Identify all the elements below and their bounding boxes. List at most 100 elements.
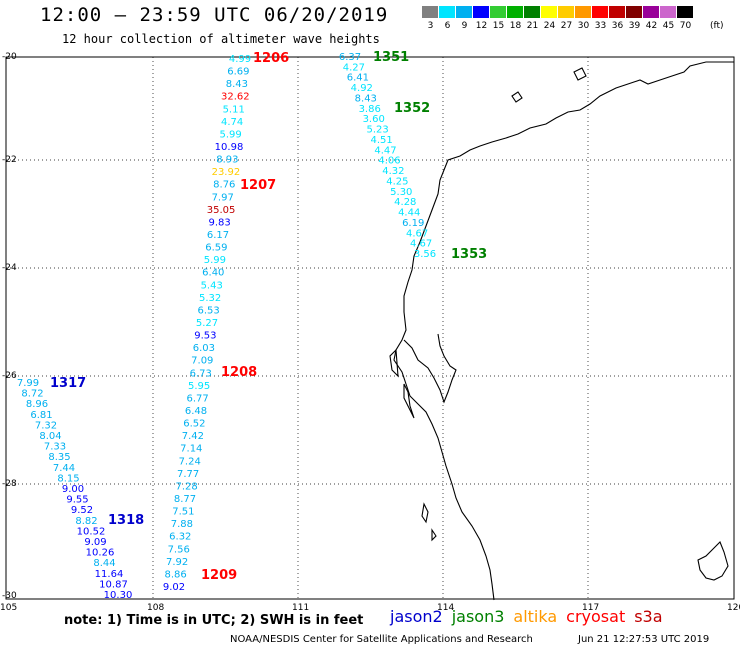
longitude-label: 108 bbox=[147, 603, 164, 613]
island-4 bbox=[431, 528, 437, 542]
wave-height-value: 32.62 bbox=[221, 92, 250, 103]
legend-label: 3 bbox=[427, 21, 434, 31]
legend-label: 12 bbox=[475, 21, 488, 31]
wave-height-value: 6.73 bbox=[190, 368, 212, 379]
legend-swatch bbox=[609, 6, 626, 18]
wave-height-value: 9.83 bbox=[208, 217, 230, 228]
longitude-label: 114 bbox=[437, 603, 454, 613]
wave-height-value: 10.52 bbox=[77, 526, 106, 537]
wave-height-value: 6.48 bbox=[185, 406, 207, 417]
wave-height-value: 3.56 bbox=[414, 249, 436, 260]
pass-time-label: 1208 bbox=[221, 365, 257, 380]
legend-label: 30 bbox=[577, 21, 590, 31]
wave-height-value: 7.09 bbox=[191, 356, 213, 367]
wave-height-value: 6.59 bbox=[205, 243, 227, 254]
legend-swatch bbox=[524, 6, 541, 18]
legend-label: 18 bbox=[509, 21, 522, 31]
wave-height-value: 6.81 bbox=[30, 410, 52, 421]
wave-height-value: 8.77 bbox=[174, 494, 196, 505]
legend-label: 33 bbox=[594, 21, 607, 31]
credit-line: NOAA/NESDIS Center for Satellite Applica… bbox=[230, 634, 533, 645]
longitude-label: 120 bbox=[727, 603, 740, 613]
pass-time-labels: 1206 1207 1208 1209 1351 1352 1353 1317 1318 bbox=[50, 50, 487, 583]
legend-label: 21 bbox=[526, 21, 539, 31]
wave-height-value: 8.76 bbox=[213, 180, 235, 191]
wave-height-value: 7.77 bbox=[177, 469, 199, 480]
wave-height-value: 5.30 bbox=[390, 187, 412, 198]
longitude-label: 111 bbox=[292, 603, 309, 613]
wave-height-value: 6.03 bbox=[193, 343, 215, 354]
wave-height-value: 9.55 bbox=[66, 495, 88, 506]
wave-height-value: 4.28 bbox=[394, 197, 416, 208]
wave-height-value: 6.77 bbox=[186, 393, 208, 404]
legend-label: 27 bbox=[560, 21, 573, 31]
wave-height-value: 4.44 bbox=[398, 208, 420, 219]
legend-label: 15 bbox=[492, 21, 505, 31]
color-scale-legend bbox=[422, 6, 694, 18]
wave-height-value: 7.99 bbox=[17, 378, 39, 389]
island-2 bbox=[573, 67, 587, 81]
legend-swatch bbox=[473, 6, 490, 18]
wave-height-value: 7.33 bbox=[44, 442, 66, 453]
pass-time-label: 1351 bbox=[373, 50, 409, 65]
wave-height-value: 5.32 bbox=[199, 293, 221, 304]
wave-height-value: 5.11 bbox=[223, 104, 245, 115]
satellite-legend-item: s3a bbox=[634, 607, 663, 626]
wave-height-value: 6.69 bbox=[227, 67, 249, 78]
wave-height-value: 4.67 bbox=[410, 239, 432, 250]
wave-height-value: 10.30 bbox=[104, 590, 133, 601]
wave-height-value: 8.35 bbox=[48, 452, 70, 463]
wave-height-value: 5.99 bbox=[219, 129, 241, 140]
map-frame bbox=[5, 56, 735, 600]
wave-height-value: 4.99 bbox=[229, 54, 251, 65]
legend-swatch bbox=[439, 6, 456, 18]
wave-height-value: 10.87 bbox=[99, 579, 128, 590]
wave-height-value: 6.37 bbox=[339, 52, 361, 63]
wave-height-value: 8.72 bbox=[21, 389, 43, 400]
wave-height-value: 6.32 bbox=[169, 532, 191, 543]
pass-time-label: 1207 bbox=[240, 178, 276, 193]
map-subtitle: 12 hour collection of altimeter wave hei… bbox=[62, 32, 380, 46]
wave-height-value: 8.15 bbox=[57, 473, 79, 484]
wave-height-value: 5.43 bbox=[201, 280, 223, 291]
island-1 bbox=[511, 91, 523, 103]
grid-lines bbox=[6, 57, 734, 599]
legend-label: 45 bbox=[662, 21, 675, 31]
dirk-hartog-island bbox=[403, 383, 415, 419]
axis-labels: -20 -22 -24 -26 -28 -30 105 108 111 114 117 120 bbox=[0, 52, 740, 613]
legend-swatch bbox=[660, 6, 677, 18]
wave-height-value: 6.53 bbox=[197, 305, 219, 316]
satellite-legend-item: jason2 bbox=[390, 607, 443, 626]
wave-height-value: 8.43 bbox=[355, 94, 377, 105]
latitude-label: -30 bbox=[2, 591, 17, 601]
wave-height-value: 7.88 bbox=[171, 519, 193, 530]
wave-height-value: 8.86 bbox=[164, 569, 186, 580]
legend-label: 9 bbox=[461, 21, 468, 31]
pass-time-label: 1317 bbox=[50, 376, 86, 391]
latitude-label: -22 bbox=[2, 155, 17, 165]
legend-label: 36 bbox=[611, 21, 624, 31]
shark-bay-inlet bbox=[403, 333, 457, 404]
legend-swatch bbox=[507, 6, 524, 18]
legend-swatch bbox=[541, 6, 558, 18]
wave-height-value: 8.93 bbox=[216, 155, 238, 166]
wave-height-value: 6.52 bbox=[183, 419, 205, 430]
legend-label: 6 bbox=[444, 21, 451, 31]
generated-timestamp: Jun 21 12:27:53 UTC 2019 bbox=[578, 634, 710, 645]
wave-height-value: 23.92 bbox=[212, 167, 241, 178]
legend-swatch bbox=[626, 6, 643, 18]
wave-height-value: 6.41 bbox=[347, 73, 369, 84]
wave-height-value: 4.67 bbox=[406, 228, 428, 239]
wave-height-value: 4.92 bbox=[351, 83, 373, 94]
wave-height-value: 8.04 bbox=[39, 431, 61, 442]
wave-height-value: 8.43 bbox=[226, 79, 248, 90]
wave-height-value: 35.05 bbox=[207, 205, 236, 216]
latitude-label: -28 bbox=[2, 479, 17, 489]
wave-height-value: 6.19 bbox=[402, 218, 424, 229]
wave-height-value: 5.99 bbox=[204, 255, 226, 266]
wave-height-value: 4.32 bbox=[382, 166, 404, 177]
wave-height-value: 8.82 bbox=[75, 516, 97, 527]
wave-height-value: 8.96 bbox=[26, 399, 48, 410]
wave-height-value: 5.27 bbox=[196, 318, 218, 329]
